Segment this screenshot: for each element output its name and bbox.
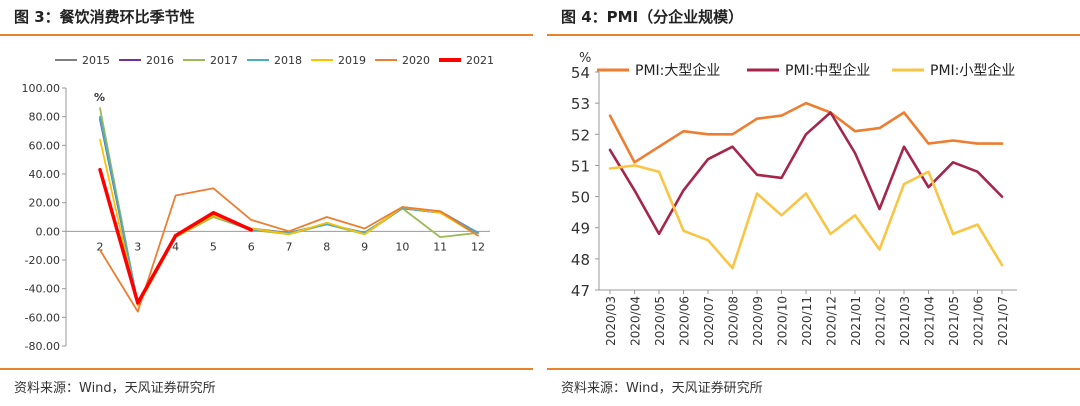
x-tick-label: 6 xyxy=(248,240,255,253)
series-line xyxy=(608,101,1004,164)
legend-item: 2015 xyxy=(55,54,110,67)
y-tick-label: 40.00 xyxy=(29,168,61,181)
x-tick-label: 7 xyxy=(286,240,293,253)
x-tick-label: 2020/10 xyxy=(776,296,790,346)
pmi-by-size-chart: 54 53 52 51 50 49 48 47% 2020/03 2020/04 2020/05 20… xyxy=(571,51,1017,346)
legend-item: 2021 xyxy=(439,54,494,67)
y-tick-label: -60.00 xyxy=(25,311,60,324)
right-chart-panel: 图 4：PMI（分企业规模） 54 53 52 51 50 49 48 47% 2020/03 2… xyxy=(547,0,1080,406)
series-line xyxy=(608,111,1004,236)
y-unit-label: % xyxy=(94,91,105,104)
x-tick-label: 2020/08 xyxy=(727,296,741,346)
y-unit-label: % xyxy=(579,51,591,66)
y-tick-label: 0.00 xyxy=(36,225,61,238)
series-line xyxy=(608,164,1004,270)
x-tick-label: 2021/05 xyxy=(947,296,961,346)
x-tick-label: 2021/04 xyxy=(923,296,937,346)
title-divider xyxy=(0,34,533,36)
source-divider xyxy=(547,368,1080,370)
legend-item: 2016 xyxy=(119,54,174,67)
y-tick-label: 20.00 xyxy=(29,197,61,210)
legend-label: 2017 xyxy=(210,54,238,67)
legend-label: 2015 xyxy=(82,54,110,67)
series-line-2020 xyxy=(99,187,479,313)
legend-item: 2018 xyxy=(247,54,302,67)
series-line-2017 xyxy=(99,107,479,306)
restaurant-seasonality-chart: 2015 2016 2017 2018 2019 2020 2021100.0080.006… xyxy=(22,54,495,353)
legend-label: 2018 xyxy=(274,54,302,67)
x-tick-label: 3 xyxy=(134,240,141,253)
legend-label: PMI:小型企业 xyxy=(930,62,1015,79)
chart-title: 图 4：PMI（分企业规模） xyxy=(561,8,744,26)
legend-item: PMI:小型企业 xyxy=(892,62,1015,79)
y-tick-label: 50 xyxy=(571,189,590,207)
x-tick-label: 2021/01 xyxy=(849,296,863,346)
x-tick-label: 2020/05 xyxy=(653,296,667,346)
legend-label: 2020 xyxy=(402,54,430,67)
source-note: 资料来源：Wind，天风证券研究所 xyxy=(561,381,763,396)
x-tick-label: 2021/03 xyxy=(898,296,912,346)
x-tick-label: 2020/09 xyxy=(751,296,765,346)
left-chart-panel: 图 3：餐饮消费环比季节性 2015 2016 2017 2018 2019 2020 20… xyxy=(0,0,533,406)
x-tick-label: 5 xyxy=(210,240,217,253)
legend-item: PMI:中型企业 xyxy=(747,62,870,79)
title-divider xyxy=(547,34,1080,36)
legend-label: PMI:大型企业 xyxy=(635,62,720,79)
chart-title: 图 3：餐饮消费环比季节性 xyxy=(14,8,195,26)
legend-item: 2017 xyxy=(183,54,238,67)
x-tick-label: 2020/04 xyxy=(629,296,643,346)
x-tick-label: 2021/06 xyxy=(972,296,986,346)
y-tick-label: 52 xyxy=(571,126,590,144)
y-tick-label: 54 xyxy=(571,64,590,82)
source-divider xyxy=(0,368,533,370)
x-tick-label: 2021/02 xyxy=(874,296,888,346)
y-tick-label: 48 xyxy=(571,251,590,269)
y-tick-label: 80.00 xyxy=(29,111,61,124)
x-tick-label: 2020/03 xyxy=(604,296,618,346)
x-tick-label: 2020/12 xyxy=(825,296,839,346)
x-tick-label: 12 xyxy=(471,240,485,253)
x-tick-label: 10 xyxy=(395,240,409,253)
x-tick-label: 2 xyxy=(97,240,104,253)
legend-item: PMI:大型企业 xyxy=(597,62,720,79)
x-tick-label: 11 xyxy=(433,240,447,253)
y-tick-label: -40.00 xyxy=(25,283,60,296)
series-line-2021 xyxy=(98,167,253,305)
legend-label: 2016 xyxy=(146,54,174,67)
y-tick-label: 51 xyxy=(571,157,590,175)
x-tick-label: 4 xyxy=(172,240,179,253)
legend-label: 2019 xyxy=(338,54,366,67)
y-tick-label: 53 xyxy=(571,95,590,113)
legend-label: PMI:中型企业 xyxy=(785,62,870,79)
legend-item: 2019 xyxy=(311,54,366,67)
y-tick-label: 49 xyxy=(571,220,590,238)
x-tick-label: 2020/06 xyxy=(678,296,692,346)
y-tick-label: 60.00 xyxy=(29,139,61,152)
y-tick-label: 100.00 xyxy=(22,82,61,95)
y-tick-label: -20.00 xyxy=(25,254,60,267)
y-tick-label: 47 xyxy=(571,282,590,300)
legend-label: 2021 xyxy=(466,54,494,67)
x-tick-label: 2020/07 xyxy=(702,296,716,346)
x-tick-label: 2021/07 xyxy=(996,296,1010,346)
x-tick-label: 2020/11 xyxy=(800,296,814,346)
x-tick-label: 8 xyxy=(323,240,330,253)
legend-item: 2020 xyxy=(375,54,430,67)
y-tick-label: -80.00 xyxy=(25,340,60,353)
x-tick-label: 9 xyxy=(361,240,368,253)
source-note: 资料来源：Wind，天风证券研究所 xyxy=(14,381,216,396)
